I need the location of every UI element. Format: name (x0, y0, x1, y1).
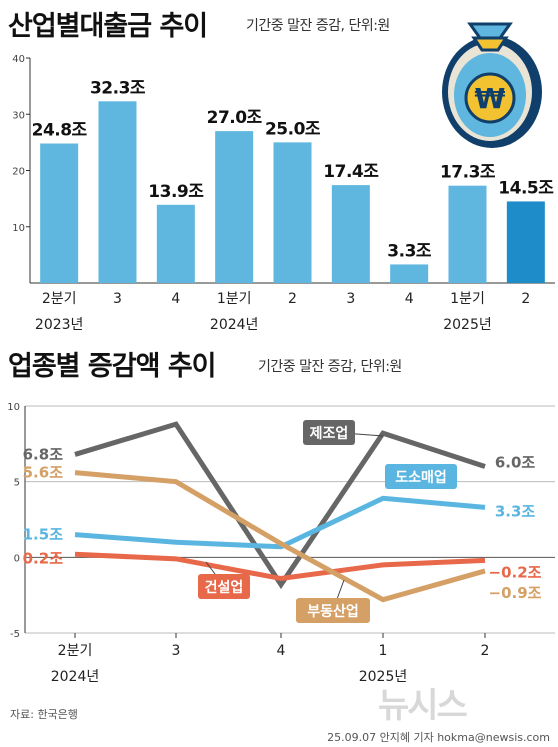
bar-year-label: 2024년 (210, 317, 259, 333)
series-line (74, 470, 486, 603)
line-chart-title: 업종별 증감액 추이 (8, 351, 217, 382)
line-y-tick-label: 5 (14, 478, 20, 489)
series-name-box (198, 574, 250, 599)
source-note: 자료: 한국은행 (10, 708, 78, 721)
line-chart-subtitle: 기간중 말잔 증감, 단위:원 (258, 359, 402, 375)
bar-x-tick-label: 3 (346, 291, 355, 307)
line-y-tick-label: 10 (7, 402, 20, 413)
bar-value-label: 14.5조 (498, 178, 554, 198)
bar-value-label: 17.3조 (440, 163, 496, 183)
bar-value-label: 32.3조 (90, 78, 146, 98)
won-icon: ₩ (475, 82, 506, 115)
series-end-label: 3.3조 (495, 502, 536, 520)
line-year-label: 2024년 (51, 669, 100, 685)
bar (40, 143, 79, 283)
line-x-tick-label: 2 (481, 643, 490, 659)
bar-value-label: 3.3조 (387, 241, 432, 261)
bar (215, 131, 254, 283)
bar-value-label: 13.9조 (148, 182, 204, 202)
series-end-label: 6.0조 (495, 454, 536, 472)
line-x-tick-label: 4 (277, 643, 286, 659)
bar-x-tick-label: 1분기 (217, 291, 252, 307)
line-y-tick-label: 0 (14, 553, 20, 564)
bar-value-label: 24.8조 (32, 121, 88, 141)
bar-x-tick-label: 3 (113, 291, 122, 307)
series-name-label: 부동산업 (307, 603, 359, 620)
series-name-label: 제조업 (310, 426, 349, 442)
bar-x-tick-label: 1분기 (450, 291, 485, 307)
series-start-label: 5.6조 (23, 464, 64, 482)
bar (98, 101, 137, 283)
bar-year-label: 2023년 (35, 317, 84, 333)
line-y-tick-label: -5 (10, 629, 20, 640)
series-name-box (385, 464, 457, 489)
series-start-label: 6.8조 (23, 445, 64, 463)
series-line (74, 551, 486, 582)
bar-value-label: 27.0조 (207, 108, 263, 128)
bar (506, 201, 545, 283)
line-x-tick-label: 1 (379, 643, 388, 659)
series-start-label: 0.2조 (23, 549, 64, 567)
series-line (74, 421, 486, 590)
bar-x-tick-label: 2 (288, 291, 297, 307)
series-end-label: −0.2조 (489, 563, 542, 581)
series-name-label: 건설업 (205, 579, 244, 596)
newsis-watermark: 뉴시스 (378, 686, 468, 726)
line-x-tick-label: 2분기 (58, 643, 93, 659)
series-name-box (296, 598, 370, 623)
bar-value-label: 25.0조 (265, 119, 321, 139)
series-start-label: 1.5조 (23, 526, 64, 544)
series-name-label: 도소매업 (395, 470, 447, 486)
series-end-label: −0.9조 (489, 584, 542, 602)
bar-x-tick-label: 4 (171, 291, 180, 307)
bar (156, 204, 195, 283)
credit-line: 25.09.07 안지혜 기자 hokma@newsis.com (327, 731, 550, 744)
bar-y-tick-label: 10 (12, 223, 25, 234)
bar (331, 185, 370, 283)
line-x-tick-label: 3 (172, 643, 181, 659)
bar-x-tick-label: 2분기 (42, 291, 77, 307)
bar (448, 185, 487, 283)
bar-x-tick-label: 4 (405, 291, 414, 307)
bar (273, 142, 312, 283)
bar-chart-title: 산업별대출금 추이 (8, 11, 208, 42)
bar-x-tick-label: 2 (521, 291, 530, 307)
bar-chart-subtitle: 기간중 말잔 증감, 단위:원 (246, 18, 390, 34)
series-name-box (303, 420, 355, 445)
line-year-label: 2025년 (359, 669, 408, 685)
bar-value-label: 17.4조 (323, 162, 379, 182)
series-line (74, 495, 486, 550)
money-bag-illustration: ₩ (442, 22, 542, 148)
bar-year-label: 2025년 (443, 317, 492, 333)
bar-y-tick-label: 20 (12, 167, 25, 178)
bar-y-tick-label: 40 (12, 54, 25, 65)
bar (390, 264, 429, 283)
bar-y-tick-label: 30 (12, 110, 25, 121)
